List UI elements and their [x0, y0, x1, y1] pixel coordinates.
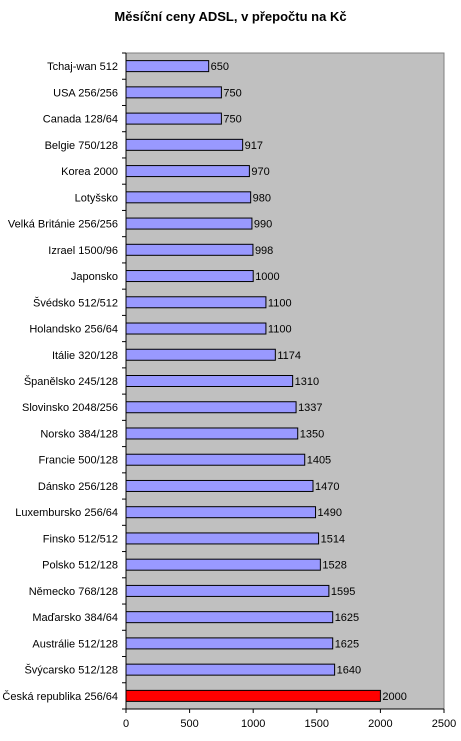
value-label: 750 — [223, 87, 241, 99]
bar — [125, 663, 336, 676]
value-label: 980 — [253, 192, 271, 204]
value-label: 1350 — [300, 428, 324, 440]
bar — [125, 453, 306, 466]
value-label: 1640 — [337, 665, 361, 677]
bar — [125, 584, 330, 597]
axis-layer: Tchaj-wan 512 USA 256/256 Canada 128/64 Bel… — [2, 52, 456, 730]
category-label: Dánsko 256/128 — [38, 481, 118, 493]
category-label: Maďarsko 384/64 — [32, 612, 118, 624]
value-label: 1528 — [322, 560, 346, 572]
category-label: Finsko 512/512 — [43, 533, 118, 545]
category-label: Canada 128/64 — [43, 114, 118, 126]
bar — [125, 558, 321, 571]
x-tick-label: 1000 — [241, 718, 265, 730]
bar-highlighted — [125, 689, 381, 702]
value-label: 1595 — [331, 586, 355, 598]
bar — [125, 270, 254, 283]
category-label: Švédsko 512/512 — [33, 296, 118, 309]
category-label: Korea 2000 — [61, 166, 118, 178]
x-tick-label: 2500 — [432, 718, 456, 730]
category-label: Francie 500/128 — [39, 455, 119, 467]
value-label: 1337 — [298, 402, 322, 414]
x-tick-label: 500 — [180, 718, 198, 730]
category-label: Švýcarsko 512/128 — [24, 664, 118, 677]
value-label: 1625 — [335, 612, 359, 624]
category-label: Itálie 320/128 — [52, 350, 118, 362]
category-label: USA 256/256 — [53, 87, 118, 99]
value-label: 1490 — [318, 507, 342, 519]
bar — [125, 348, 276, 361]
x-tick-label: 1500 — [305, 718, 329, 730]
category-label: Polsko 512/128 — [42, 560, 118, 572]
bar — [125, 296, 267, 309]
bar — [125, 375, 294, 387]
bar — [125, 243, 254, 256]
value-label: 650 — [211, 61, 229, 73]
value-label: 1100 — [268, 297, 292, 309]
category-label: Tchaj-wan 512 — [47, 61, 118, 73]
category-label: Luxembursko 256/64 — [15, 507, 118, 519]
value-label: 990 — [254, 219, 272, 231]
value-label: 750 — [223, 114, 241, 126]
value-label: 1310 — [295, 376, 319, 388]
bar — [125, 532, 320, 545]
category-label: Belgie 750/128 — [45, 140, 118, 152]
bar — [125, 112, 222, 125]
x-tick-label: 0 — [123, 718, 129, 730]
value-label: 1514 — [321, 533, 345, 545]
value-label: 1405 — [307, 455, 331, 467]
bars-layer: 650 750 750 917 970 980 990 998 1000 1100 1100 1174… — [125, 60, 407, 703]
category-label: Velká Británie 256/256 — [8, 219, 118, 231]
bar — [125, 637, 334, 650]
bar — [125, 322, 267, 335]
chart-title: Měsíční ceny ADSL, v přepočtu na Kč — [114, 9, 347, 24]
category-label: Izrael 1500/96 — [48, 245, 118, 257]
value-label: 2000 — [382, 691, 406, 703]
bar — [125, 60, 210, 73]
category-label: Lotyšsko — [75, 192, 118, 204]
bar — [125, 479, 314, 492]
value-label: 1174 — [277, 350, 301, 362]
bar — [125, 611, 334, 624]
x-tick-label: 2000 — [368, 718, 392, 730]
category-label: Španělsko 245/128 — [24, 375, 118, 388]
category-label: Holandsko 256/64 — [29, 324, 118, 336]
value-label: 917 — [245, 140, 263, 152]
category-label: Japonsko — [71, 271, 118, 283]
value-label: 970 — [251, 166, 269, 178]
bar — [125, 138, 244, 151]
value-label: 1470 — [315, 481, 339, 493]
bar — [125, 427, 299, 440]
bar — [125, 165, 250, 178]
category-label: Německo 768/128 — [29, 586, 118, 598]
value-label: 998 — [255, 245, 273, 257]
value-label: 1000 — [255, 271, 279, 283]
category-label: Česká republika 256/64 — [2, 690, 118, 703]
bar — [125, 217, 253, 230]
category-label: Austrálie 512/128 — [32, 638, 118, 650]
bar — [125, 86, 222, 99]
category-label: Slovinsko 2048/256 — [22, 402, 118, 414]
category-label: Norsko 384/128 — [40, 428, 118, 440]
bar — [125, 191, 252, 204]
value-label: 1625 — [335, 638, 359, 650]
bar — [125, 401, 297, 414]
value-label: 1100 — [268, 324, 292, 336]
bar — [125, 506, 317, 519]
